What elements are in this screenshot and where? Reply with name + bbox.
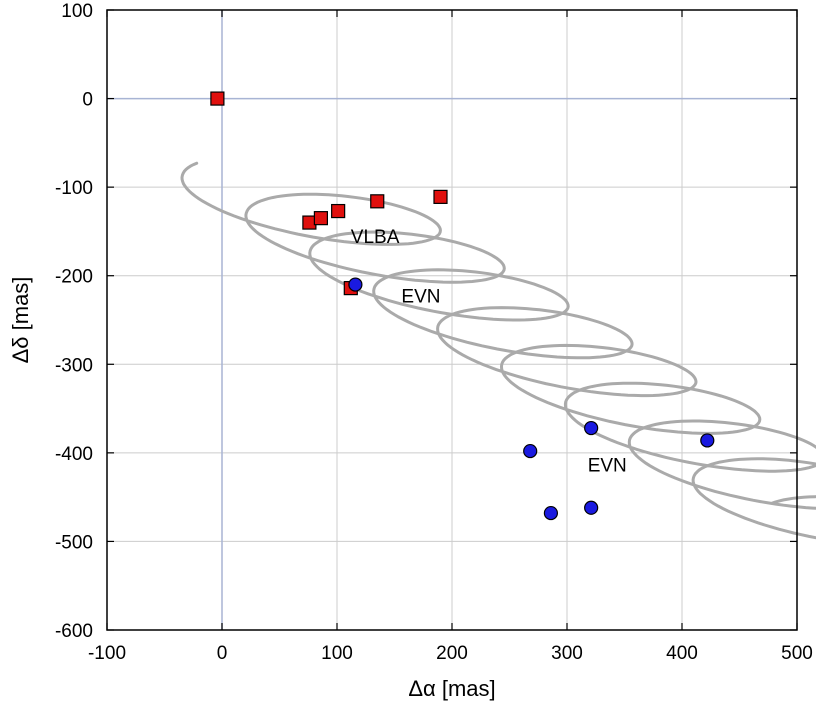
annotation-label: EVN <box>401 286 440 307</box>
evn-point <box>543 505 559 521</box>
y-tick-label: -500 <box>55 532 93 553</box>
model-trajectory <box>180 161 816 540</box>
x-tick-label: 200 <box>436 643 468 664</box>
annotations: VLBA EVN EVN <box>351 227 627 477</box>
x-tick-label: 400 <box>666 643 698 664</box>
axis-ticks: -100 0 100 200 300 400 500 -600 -500 -400 -300 -200… <box>55 1 813 664</box>
vlba-point <box>433 189 448 204</box>
x-tick-label: 300 <box>551 643 583 664</box>
y-tick-label: 100 <box>61 1 93 22</box>
annotation-label: VLBA <box>351 227 400 248</box>
data-points <box>210 91 715 521</box>
y-axis-label: Δδ [mas] <box>8 277 33 364</box>
evn-point <box>348 277 363 292</box>
annotation-label: EVN <box>588 455 627 476</box>
vlba-point <box>210 91 225 106</box>
y-tick-label: -600 <box>55 621 93 642</box>
evn-point <box>584 500 599 515</box>
vlba-point <box>313 211 328 226</box>
x-tick-label: 100 <box>321 643 353 664</box>
vlba-point <box>331 203 346 219</box>
x-axis-label: Δα [mas] <box>408 676 495 701</box>
x-tick-label: -100 <box>88 643 126 664</box>
y-tick-label: 0 <box>82 90 93 111</box>
y-tick-label: -300 <box>55 355 93 376</box>
evn-point <box>584 420 599 436</box>
x-tick-label: 500 <box>781 643 813 664</box>
y-tick-label: -200 <box>55 267 93 288</box>
evn-point <box>523 443 538 459</box>
y-tick-label: -400 <box>55 444 93 465</box>
evn-point <box>700 433 715 448</box>
x-tick-label: 0 <box>217 643 228 664</box>
vlba-point <box>370 194 385 209</box>
y-tick-label: -100 <box>55 178 93 199</box>
